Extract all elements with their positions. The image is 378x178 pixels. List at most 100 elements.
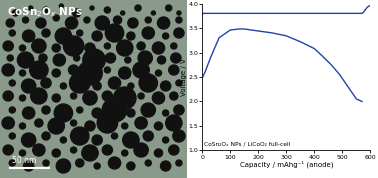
Circle shape [92, 31, 102, 41]
Circle shape [39, 54, 47, 62]
Circle shape [135, 117, 147, 129]
Circle shape [74, 55, 80, 61]
Circle shape [2, 64, 14, 76]
Circle shape [171, 53, 181, 63]
Circle shape [135, 5, 141, 11]
Circle shape [48, 118, 64, 134]
Circle shape [152, 92, 164, 104]
Circle shape [174, 28, 184, 38]
Circle shape [128, 83, 134, 89]
Circle shape [158, 56, 166, 64]
Circle shape [93, 82, 101, 90]
Circle shape [121, 11, 125, 15]
Circle shape [85, 121, 95, 131]
Circle shape [41, 78, 51, 88]
Circle shape [143, 131, 153, 141]
Circle shape [166, 5, 172, 11]
Circle shape [104, 7, 110, 13]
Circle shape [104, 67, 110, 73]
Circle shape [176, 80, 182, 86]
Circle shape [85, 43, 95, 53]
Circle shape [9, 133, 15, 139]
Circle shape [166, 115, 182, 131]
Circle shape [71, 93, 77, 99]
Circle shape [43, 160, 49, 166]
Circle shape [65, 17, 78, 29]
Circle shape [19, 70, 26, 76]
Circle shape [161, 161, 171, 171]
Text: CoSn$_2$O$_x$ NPs: CoSn$_2$O$_x$ NPs [7, 5, 83, 19]
Circle shape [3, 145, 13, 155]
Circle shape [82, 145, 98, 161]
Circle shape [31, 88, 47, 104]
Circle shape [95, 16, 109, 30]
Circle shape [77, 107, 83, 113]
Circle shape [52, 69, 60, 77]
Y-axis label: Voltage / V: Voltage / V [181, 58, 187, 96]
Circle shape [163, 137, 169, 143]
Circle shape [142, 27, 154, 39]
Circle shape [9, 30, 15, 36]
Circle shape [154, 149, 163, 157]
Circle shape [9, 80, 15, 86]
Circle shape [171, 43, 177, 49]
Circle shape [113, 87, 136, 109]
Circle shape [23, 30, 35, 42]
Circle shape [52, 149, 60, 157]
Circle shape [141, 103, 155, 117]
Circle shape [90, 6, 94, 10]
Circle shape [23, 17, 29, 23]
Circle shape [42, 106, 50, 114]
Circle shape [105, 24, 124, 42]
Circle shape [32, 39, 46, 53]
Circle shape [174, 105, 184, 115]
X-axis label: Capacity / mAhg⁻¹ (anode): Capacity / mAhg⁻¹ (anode) [240, 161, 333, 168]
Circle shape [54, 104, 73, 122]
Circle shape [53, 54, 65, 66]
Circle shape [71, 127, 89, 145]
Circle shape [36, 18, 46, 28]
Circle shape [177, 11, 181, 15]
Circle shape [19, 95, 26, 101]
Circle shape [42, 29, 50, 37]
Circle shape [22, 79, 36, 93]
Circle shape [19, 123, 26, 129]
Circle shape [77, 30, 83, 36]
Circle shape [12, 10, 19, 16]
Circle shape [176, 160, 182, 166]
Circle shape [122, 123, 128, 129]
Circle shape [23, 161, 34, 171]
Circle shape [145, 160, 151, 166]
Circle shape [138, 93, 144, 99]
Circle shape [3, 41, 13, 51]
Circle shape [29, 6, 33, 10]
Circle shape [104, 43, 110, 49]
Circle shape [76, 159, 84, 167]
Circle shape [43, 7, 49, 13]
Circle shape [55, 28, 71, 44]
Circle shape [78, 61, 102, 85]
Circle shape [29, 61, 48, 79]
Circle shape [53, 15, 59, 21]
Circle shape [70, 73, 90, 93]
Circle shape [19, 45, 26, 51]
Circle shape [6, 19, 14, 27]
Circle shape [158, 17, 170, 29]
Circle shape [60, 83, 67, 89]
Circle shape [128, 18, 138, 28]
Circle shape [127, 109, 135, 117]
Circle shape [84, 17, 90, 23]
Circle shape [9, 160, 15, 166]
Circle shape [112, 133, 118, 139]
Circle shape [134, 143, 148, 157]
Circle shape [52, 94, 60, 102]
Circle shape [97, 113, 118, 133]
Circle shape [151, 11, 155, 15]
Circle shape [68, 65, 79, 75]
Circle shape [161, 81, 171, 91]
Text: CoSn₂Oₓ NPs / LiCoO₂ full-cell: CoSn₂Oₓ NPs / LiCoO₂ full-cell [204, 142, 291, 146]
Circle shape [116, 40, 133, 56]
Circle shape [2, 117, 14, 129]
Circle shape [56, 159, 71, 173]
Circle shape [17, 52, 34, 68]
